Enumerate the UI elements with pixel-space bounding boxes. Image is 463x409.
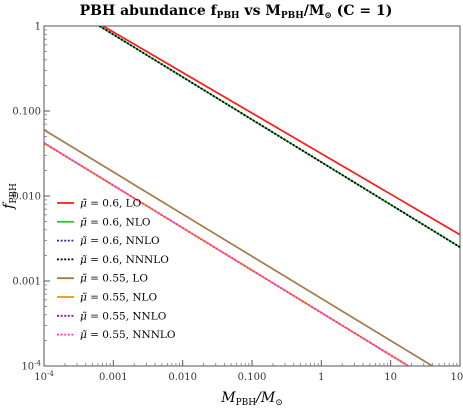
chart-title: PBH abundance fPBH vs MPBH/M⊙ (C = 1): [80, 3, 393, 21]
legend-label: μ̃ = 0.6, LO: [80, 198, 142, 210]
x-tick-label: 1: [318, 372, 324, 383]
series-line: [102, 26, 460, 236]
x-tick-label: 0.010: [168, 372, 197, 383]
legend-label: μ̃ = 0.55, NNNLO: [80, 329, 176, 341]
legend-label: μ̃ = 0.6, NNNLO: [80, 254, 169, 266]
x-axis-label: MPBH/M⊙: [220, 390, 282, 408]
x-tick-label: 10: [384, 372, 397, 383]
x-axis-ticks: 10-4 0.001 0.010 0.100 1 10 100: [34, 360, 463, 383]
y-tick-label: 10-4: [21, 360, 41, 373]
legend-label: μ̃ = 0.55, NLO: [80, 292, 158, 304]
y-tick-label: 1: [35, 22, 41, 33]
x-tick-label: 100: [450, 372, 463, 383]
x-tick-label: 10-4: [34, 370, 54, 383]
y-tick-label: 0.001: [12, 277, 41, 288]
legend-label: μ̃ = 0.6, NNLO: [80, 235, 160, 247]
legend-label: μ̃ = 0.55, LO: [80, 273, 148, 285]
series-line: [44, 142, 409, 366]
x-tick-label: 0.100: [238, 372, 267, 383]
y-tick-label: 0.010: [12, 192, 41, 203]
x-tick-label: 0.001: [99, 372, 128, 383]
legend-label: μ̃ = 0.55, NNLO: [80, 310, 167, 322]
series-line: [44, 129, 433, 366]
legend: μ̃ = 0.6, LO μ̃ = 0.6, NLO μ̃ = 0.6, NNLO μ…: [57, 198, 176, 341]
legend-label: μ̃ = 0.6, NLO: [80, 216, 151, 228]
y-axis-label: fPBH: [1, 183, 19, 210]
series-layer: [44, 26, 460, 366]
y-tick-label: 0.100: [12, 107, 41, 118]
series-line: [98, 26, 460, 248]
